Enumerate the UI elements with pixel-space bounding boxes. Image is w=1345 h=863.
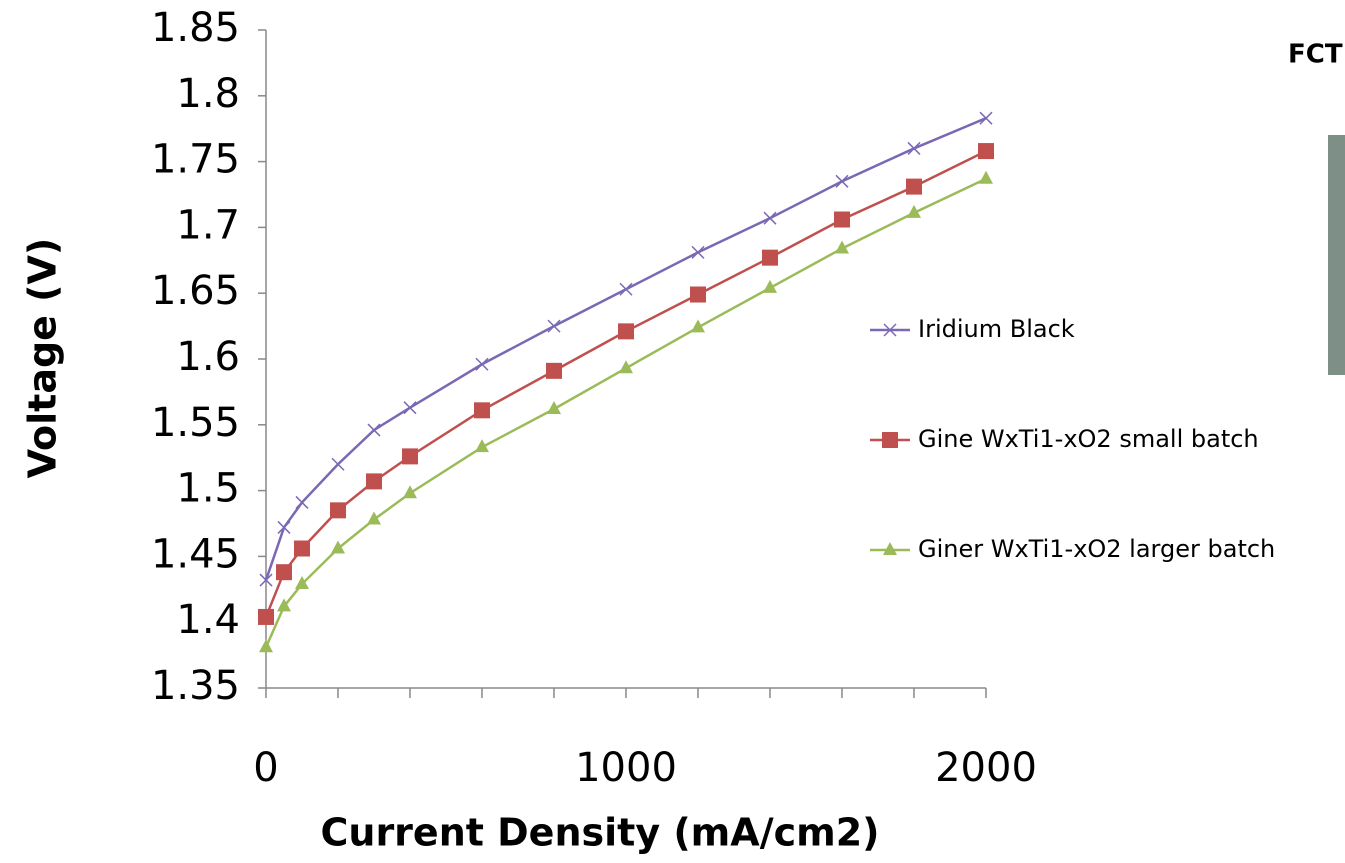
legend-label: Giner WxTi1-xO2 larger batch [918,535,1275,563]
y-tick-label: 1.6 [176,334,240,380]
y-tick-label: 1.65 [151,268,240,314]
point [331,540,345,554]
point [295,576,309,590]
series-line [264,149,987,618]
point [258,608,274,625]
point [330,502,346,519]
point [259,639,273,653]
point [690,286,706,303]
point [546,362,562,379]
y-tick-label: 1.85 [151,5,240,51]
point [619,282,633,296]
point [474,402,490,419]
legend-label: Iridium Black [918,315,1075,343]
y-tick-label: 1.35 [151,663,240,709]
x-tick-label: 1000 [575,745,677,791]
point [763,211,777,225]
point [367,423,381,437]
y-tick-label: 1.75 [151,137,240,183]
y-axis-title: Voltage (V) [21,238,65,479]
point [835,240,849,254]
point [277,598,291,612]
side-text: FCT [1288,40,1343,70]
point [294,540,310,557]
point [834,211,850,228]
point [402,448,418,465]
point [475,357,489,371]
x-axis-title: Current Density (mA/cm2) [321,811,880,855]
point [979,111,993,125]
point [366,473,382,490]
legend-label: Gine WxTi1-xO2 small batch [918,425,1259,453]
point [276,564,292,581]
series-line [264,117,987,581]
point [259,573,273,587]
y-tick-label: 1.4 [176,597,240,643]
point [907,141,921,155]
legend-marker [883,323,897,337]
point [475,439,489,453]
point [762,249,778,266]
point [618,323,634,340]
point [403,401,417,415]
x-tick-label: 0 [253,745,278,791]
point [691,245,705,259]
point [295,495,309,509]
point [691,319,705,333]
point [835,174,849,188]
point [547,401,561,415]
y-tick-label: 1.45 [151,531,240,577]
point [547,319,561,333]
point [906,178,922,195]
y-tick-label: 1.7 [176,202,240,248]
point [367,511,381,525]
x-tick-label: 2000 [935,745,1037,791]
point [979,170,993,184]
point [619,360,633,374]
point [331,457,345,471]
point [978,143,994,160]
point [763,279,777,293]
point [907,204,921,218]
legend-marker [883,542,897,555]
side-image [1328,135,1345,375]
y-tick-label: 1.55 [151,400,240,446]
legend-marker [882,432,898,448]
y-tick-label: 1.5 [176,466,240,512]
point [277,520,291,534]
point [403,485,417,499]
y-tick-label: 1.8 [176,71,240,117]
series-line [264,177,987,648]
